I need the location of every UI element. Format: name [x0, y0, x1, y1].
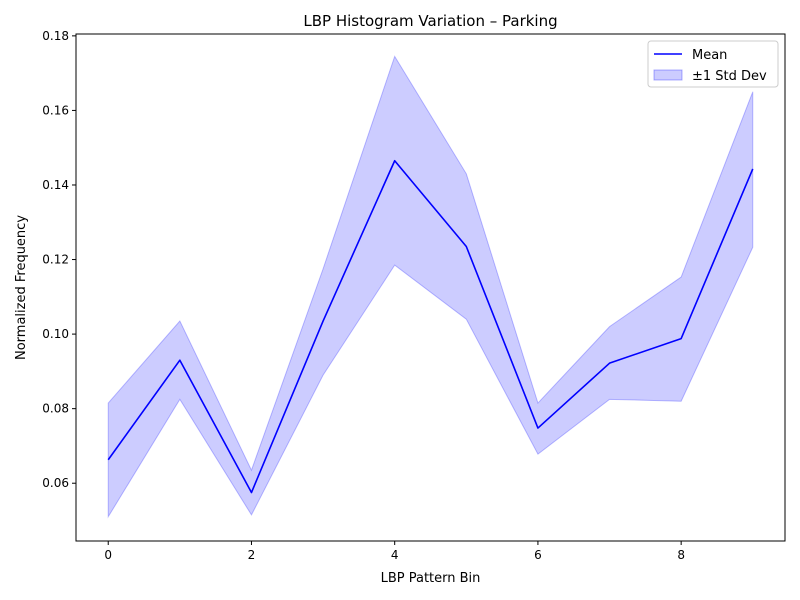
legend-label: ±1 Std Dev [692, 69, 767, 84]
x-axis-label: LBP Pattern Bin [381, 571, 481, 586]
y-tick-label: 0.08 [42, 402, 69, 416]
std-dev-band [107, 55, 754, 519]
y-axis: 0.06 0.08 0.10 0.12 0.14 0.16 0.18 [42, 29, 76, 490]
y-tick-label: 0.06 [42, 476, 69, 490]
x-tick-label: 8 [677, 548, 685, 562]
legend-label: Mean [692, 48, 727, 63]
plot-area [107, 55, 754, 519]
y-tick-label: 0.18 [42, 29, 69, 43]
y-tick-label: 0.12 [42, 253, 69, 267]
y-tick-label: 0.10 [42, 327, 69, 341]
x-axis: 0 2 4 6 8 [104, 541, 685, 562]
legend: Mean ±1 Std Dev [647, 40, 779, 88]
y-tick-label: 0.16 [42, 103, 69, 117]
x-tick-label: 4 [391, 548, 399, 562]
y-axis-label: Normalized Frequency [14, 215, 29, 360]
y-tick-label: 0.14 [42, 178, 69, 192]
legend-swatch-band [653, 69, 683, 81]
x-tick-label: 0 [104, 548, 112, 562]
legend-box [647, 40, 779, 88]
axes-frame [75, 33, 786, 542]
mean-line [107, 159, 754, 494]
x-tick-label: 6 [534, 548, 542, 562]
chart-title: LBP Histogram Variation – Parking [303, 12, 557, 30]
x-tick-label: 2 [248, 548, 256, 562]
